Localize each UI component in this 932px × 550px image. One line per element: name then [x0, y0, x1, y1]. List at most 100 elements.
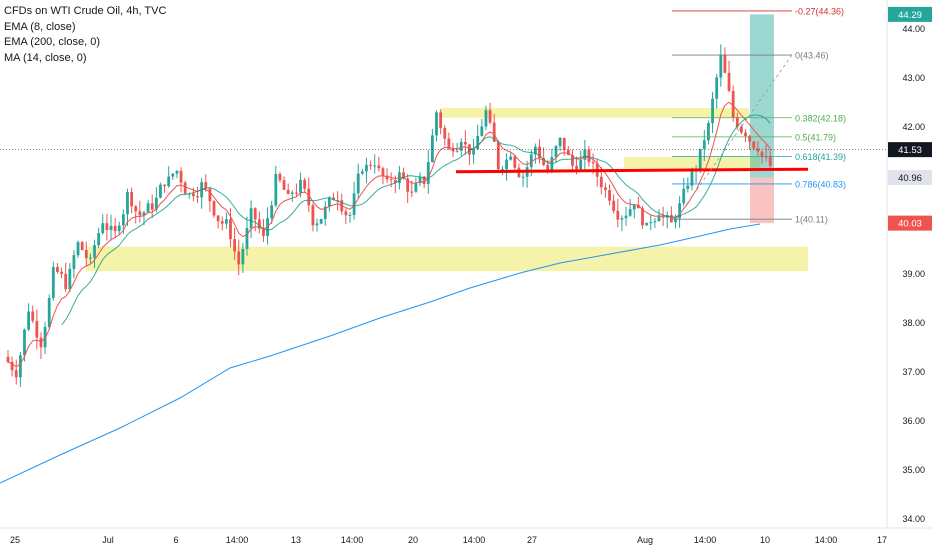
candle-body	[299, 179, 302, 193]
ema8-line	[7, 101, 771, 368]
x-tick-label: 14:00	[463, 535, 486, 545]
y-tick-label: 34.00	[902, 514, 925, 524]
candle-body	[43, 326, 47, 348]
candle-body	[484, 110, 488, 127]
candle-body	[84, 250, 88, 259]
candle-body	[93, 245, 96, 258]
yellow-zone-2	[86, 246, 808, 272]
legend-ma14: MA (14, close, 0)	[4, 51, 87, 64]
candle-body	[744, 132, 747, 136]
fib-level-label: 0.618(41.39)	[795, 152, 846, 162]
candle-body	[146, 203, 150, 213]
price-label: 44.29	[898, 10, 922, 21]
x-tick-label: Jul	[102, 535, 114, 545]
candle-body	[447, 138, 451, 149]
candle-body	[282, 180, 286, 190]
candle-body	[451, 148, 455, 152]
candle-body	[435, 112, 438, 136]
price-label-box	[888, 170, 932, 186]
candle-body	[113, 225, 117, 232]
candle-body	[233, 239, 237, 252]
candle-body	[27, 311, 31, 330]
candle-body	[97, 233, 101, 246]
candle-body	[249, 208, 253, 229]
candle-body	[480, 126, 484, 136]
chart-title: CFDs on WTI Crude Oil, 4h, TVC	[4, 5, 167, 17]
candle-body	[735, 117, 739, 127]
candle-body	[270, 205, 274, 219]
candle-body	[406, 178, 410, 192]
candle-body	[163, 184, 166, 187]
candle-body	[167, 176, 171, 187]
candle-body	[492, 122, 496, 142]
yellow-zone-1	[441, 107, 749, 118]
x-tick-label: Aug	[637, 535, 653, 545]
candle-body	[175, 170, 179, 174]
fib-level-label: 0(43.46)	[795, 51, 829, 61]
candle-body	[760, 151, 764, 157]
candle-body	[624, 215, 628, 219]
y-tick-label: 42.00	[902, 122, 925, 132]
candle-body	[443, 127, 447, 139]
y-tick-label: 39.00	[902, 269, 925, 279]
candle-body	[715, 77, 719, 99]
candle-body	[47, 297, 51, 327]
x-tick-label: 14:00	[694, 535, 717, 545]
price-label: 40.96	[898, 173, 922, 184]
candle-body	[105, 223, 109, 231]
fib-level-label: 1(40.11)	[795, 215, 828, 225]
candle-body	[702, 140, 706, 149]
candle-body	[31, 311, 35, 321]
candle-body	[76, 242, 80, 256]
candle-body	[645, 222, 649, 226]
candle-body	[360, 171, 364, 174]
candle-body	[257, 219, 261, 229]
legend-ema8: EMA (8, close)	[4, 20, 76, 33]
chart-legend: CFDs on WTI Crude Oil, 4h, TVC EMA (8, c…	[4, 4, 166, 66]
candle-body	[109, 225, 113, 231]
candle-body	[414, 183, 418, 192]
candle-body	[356, 173, 360, 194]
candle-body	[439, 112, 443, 128]
candle-body	[410, 191, 414, 193]
candle-body	[636, 205, 640, 209]
price-label-box	[888, 142, 932, 158]
x-tick-label: 25	[10, 535, 20, 545]
candle-body	[459, 141, 463, 151]
candle-body	[583, 149, 587, 160]
candle-body	[142, 212, 146, 216]
candle-body	[756, 148, 760, 152]
y-tick-label: 35.00	[902, 465, 925, 475]
candle-body	[587, 149, 591, 163]
candle-body	[505, 159, 508, 170]
candle-body	[529, 154, 533, 168]
candle-body	[690, 171, 694, 186]
candle-body	[521, 176, 525, 178]
candle-body	[393, 180, 397, 183]
candle-body	[303, 179, 307, 189]
candle-body	[546, 164, 550, 171]
candle-body	[323, 206, 327, 219]
candle-body	[488, 110, 492, 123]
candle-body	[748, 135, 752, 142]
candle-body	[101, 223, 105, 234]
candle-body	[319, 218, 323, 224]
candle-body	[739, 126, 743, 133]
candle-body	[628, 209, 632, 216]
candle-body	[678, 203, 681, 219]
candle-body	[575, 165, 578, 170]
candle-body	[344, 211, 348, 216]
candle-body	[682, 188, 686, 204]
candle-body	[653, 221, 657, 223]
candle-body	[554, 146, 558, 158]
candle-body	[352, 193, 356, 215]
candle-body	[51, 267, 55, 298]
candle-body	[501, 169, 504, 171]
candle-body	[224, 219, 228, 224]
candle-body	[311, 205, 315, 226]
candle-body	[472, 149, 475, 155]
candle-body	[707, 123, 710, 141]
candle-body	[348, 214, 352, 216]
x-tick-label: 17	[877, 535, 887, 545]
